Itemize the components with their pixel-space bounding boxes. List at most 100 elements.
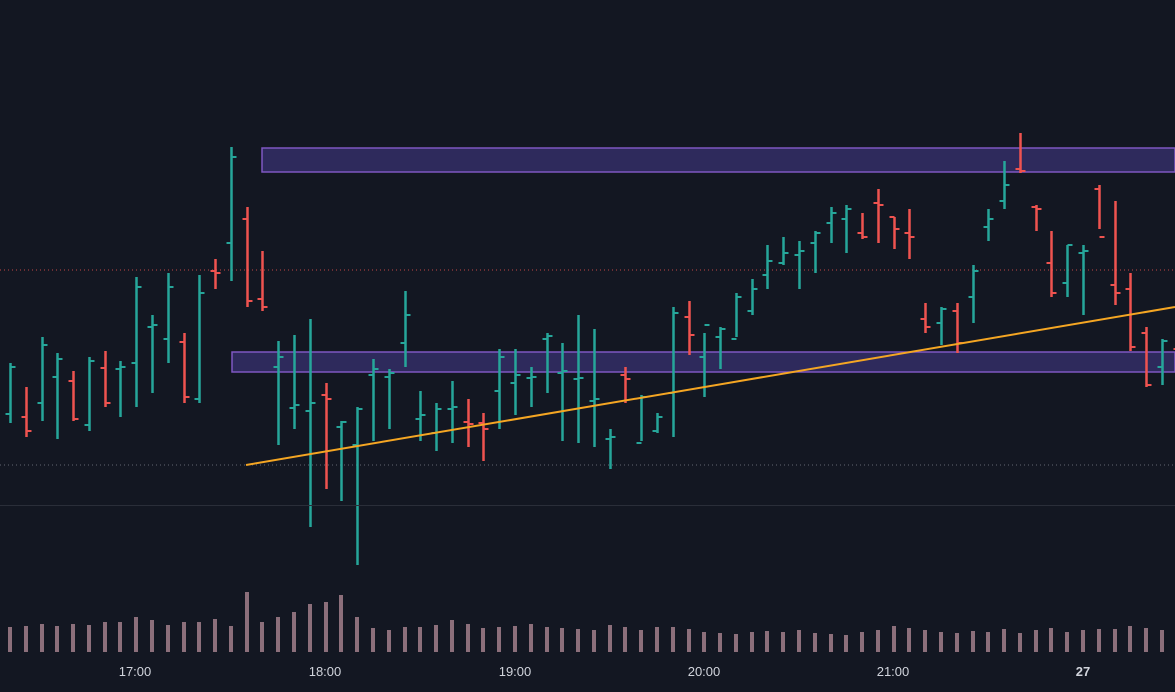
ohlc-bar[interactable] (968, 265, 979, 323)
volume-bar (844, 635, 848, 652)
ohlc-bar[interactable] (5, 363, 16, 423)
ohlc-bar[interactable] (762, 245, 773, 289)
ohlc-bar[interactable] (478, 413, 489, 461)
volume-bar (308, 604, 312, 652)
volume-bar (687, 629, 691, 652)
ohlc-bar[interactable] (494, 349, 505, 429)
ohlc-bar[interactable] (52, 353, 63, 439)
ohlc-bar[interactable] (731, 293, 742, 340)
ohlc-bar[interactable] (289, 335, 300, 429)
ohlc-bar[interactable] (1062, 244, 1073, 297)
volume-bar (8, 627, 12, 652)
ohlc-bar[interactable] (983, 209, 994, 241)
ohlc-bar[interactable] (715, 327, 726, 369)
volume-bar (576, 629, 580, 652)
ohlc-bar[interactable] (257, 251, 268, 311)
ohlc-bar[interactable] (857, 213, 868, 239)
ohlc-bar[interactable] (115, 361, 126, 417)
ohlc-bar[interactable] (841, 205, 852, 253)
resistance-zone[interactable] (261, 147, 1175, 173)
ohlc-bar[interactable] (1110, 201, 1121, 305)
ohlc-bar[interactable] (605, 429, 616, 469)
ohlc-bar[interactable] (1078, 245, 1089, 315)
volume-bar (671, 627, 675, 652)
ohlc-bar[interactable] (557, 343, 568, 441)
ohlc-bar[interactable] (747, 279, 758, 315)
ohlc-bar[interactable] (415, 391, 426, 441)
ohlc-bar[interactable] (242, 207, 253, 307)
volume-bar (513, 626, 517, 652)
volume-bar (734, 634, 738, 652)
ohlc-bar[interactable] (620, 367, 631, 403)
ohlc-bar[interactable] (352, 407, 363, 565)
ohlc-bar[interactable] (1141, 327, 1152, 387)
ohlc-bar[interactable] (179, 333, 190, 403)
ohlc-bar[interactable] (794, 241, 805, 289)
ohlc-bar[interactable] (873, 189, 884, 243)
volume-bar (781, 632, 785, 652)
ohlc-bar[interactable] (21, 387, 32, 437)
ohlc-bar[interactable] (510, 349, 521, 415)
volume-bar (213, 619, 217, 652)
x-tick-label: 27 (1076, 664, 1090, 679)
ohlc-bar[interactable] (1015, 133, 1026, 173)
ohlc-bar[interactable] (826, 207, 837, 243)
ohlc-bar[interactable] (1031, 205, 1042, 231)
volume-bar (481, 628, 485, 652)
volume-bar (229, 626, 233, 652)
volume-bar (560, 628, 564, 652)
ohlc-bar[interactable] (131, 277, 142, 407)
time-axis[interactable]: 17:00 18:00 19:00 20:00 21:00 27 (119, 664, 1091, 679)
volume-bar (718, 633, 722, 652)
x-tick-label: 18:00 (309, 664, 342, 679)
ohlc-bar[interactable] (147, 315, 158, 393)
ohlc-bar[interactable] (368, 359, 379, 441)
ohlc-bar[interactable] (84, 357, 95, 431)
ohlc-bar[interactable] (210, 259, 221, 289)
ohlc-bar[interactable] (810, 231, 821, 273)
ascending-trendline[interactable] (245, 306, 1175, 466)
ohlc-bar[interactable] (936, 307, 947, 345)
trendline-layer[interactable] (245, 306, 1175, 466)
ohlc-bar[interactable] (305, 319, 316, 527)
ohlc-bar[interactable] (194, 275, 205, 403)
ohlc-bar[interactable] (1173, 348, 1175, 385)
ohlc-bar[interactable] (226, 147, 237, 281)
ohlc-bar[interactable] (163, 273, 174, 363)
ohlc-bar[interactable] (384, 369, 395, 429)
ohlc-bar[interactable] (447, 381, 458, 443)
ohlc-bar[interactable] (1125, 273, 1136, 351)
volume-bar (702, 632, 706, 652)
ohlc-bar[interactable] (589, 329, 600, 447)
ohlc-bar[interactable] (1094, 185, 1105, 238)
ohlc-bar[interactable] (904, 209, 915, 259)
ohlc-bar[interactable] (1046, 231, 1057, 297)
ohlc-bar[interactable] (542, 333, 553, 393)
ohlc-bar[interactable] (573, 315, 584, 443)
ohlc-bar[interactable] (778, 237, 789, 265)
volume-bar (260, 622, 264, 652)
ohlc-bar[interactable] (400, 291, 411, 367)
ohlc-bar[interactable] (920, 303, 931, 333)
ohlc-bar[interactable] (526, 367, 537, 407)
ohlc-bar[interactable] (463, 399, 474, 447)
volume-bar (150, 620, 154, 652)
volume-bar (1049, 628, 1053, 652)
ohlc-bar[interactable] (1157, 339, 1168, 385)
ohlc-bar[interactable] (321, 383, 332, 489)
volume-bar (1034, 630, 1038, 652)
ohlc-bar[interactable] (999, 161, 1010, 209)
volume-bar (876, 630, 880, 652)
ohlc-bar[interactable] (336, 421, 347, 501)
ohlc-bar[interactable] (68, 371, 79, 421)
volume-bar (387, 630, 391, 652)
ohlc-bar[interactable] (652, 413, 663, 433)
ohlc-bar[interactable] (100, 351, 111, 407)
ohlc-bar[interactable] (37, 337, 48, 421)
volume-bar (860, 632, 864, 652)
volume-bar (1160, 630, 1164, 652)
ohlc-bar[interactable] (684, 301, 695, 355)
ohlc-bar[interactable] (889, 216, 900, 249)
ohlc-bar[interactable] (273, 341, 284, 445)
